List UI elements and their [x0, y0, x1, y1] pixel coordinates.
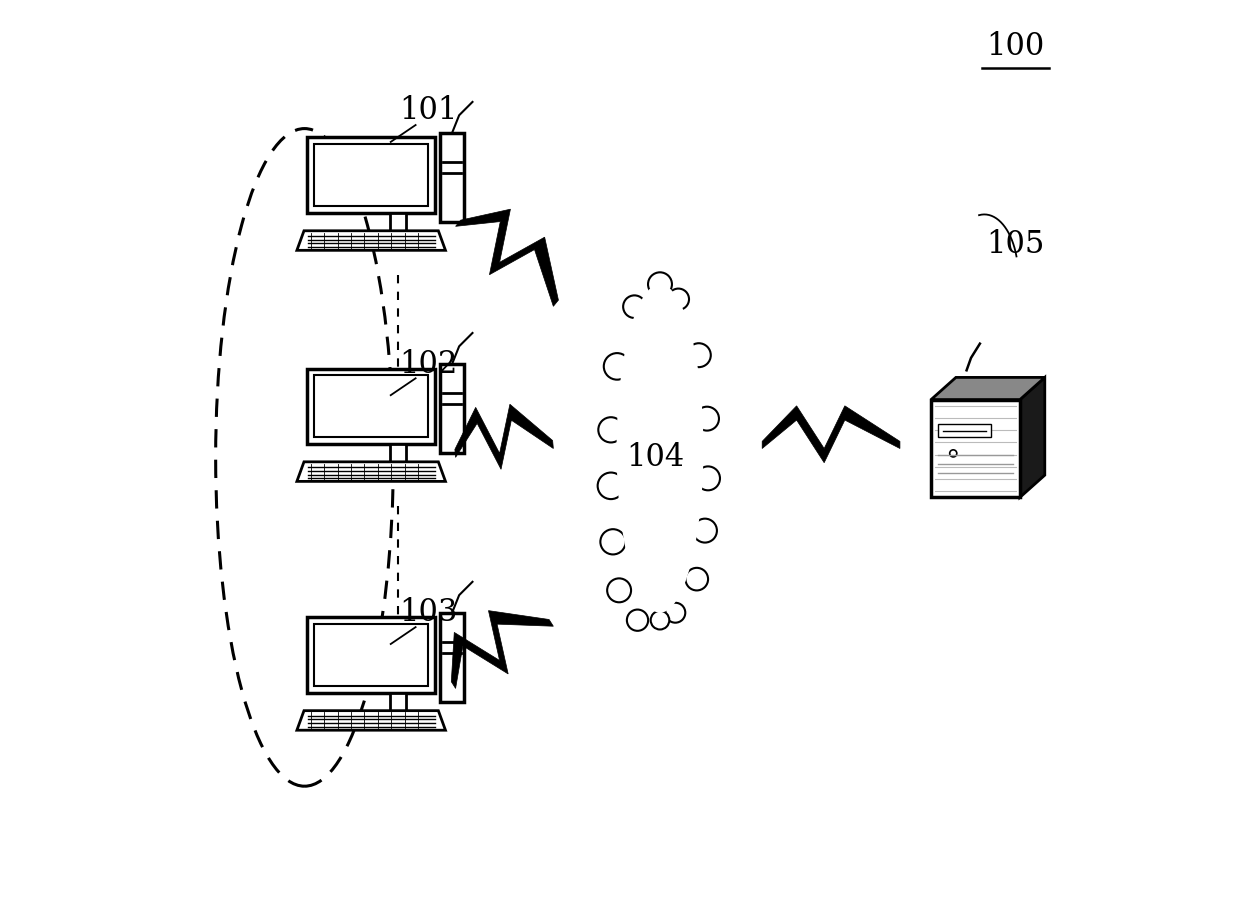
- Circle shape: [624, 295, 646, 318]
- Bar: [939, 424, 992, 437]
- Circle shape: [649, 273, 672, 296]
- Polygon shape: [296, 231, 445, 250]
- Text: 103: 103: [399, 597, 458, 629]
- Bar: [308, 617, 435, 692]
- Bar: [314, 144, 429, 206]
- Circle shape: [604, 353, 630, 379]
- Polygon shape: [455, 405, 553, 469]
- Circle shape: [627, 610, 649, 631]
- Polygon shape: [931, 400, 1021, 497]
- Circle shape: [686, 568, 708, 590]
- Circle shape: [598, 473, 624, 499]
- Polygon shape: [296, 462, 445, 482]
- Circle shape: [666, 603, 686, 623]
- Bar: [314, 375, 429, 438]
- Polygon shape: [763, 405, 900, 463]
- Bar: [440, 364, 465, 453]
- Polygon shape: [455, 209, 558, 306]
- Circle shape: [687, 344, 711, 367]
- Polygon shape: [931, 378, 1045, 400]
- Text: 105: 105: [986, 229, 1044, 259]
- Text: 101: 101: [399, 95, 458, 126]
- Circle shape: [600, 529, 626, 554]
- Ellipse shape: [616, 284, 703, 613]
- Circle shape: [599, 417, 624, 442]
- Circle shape: [950, 449, 957, 457]
- Bar: [389, 213, 405, 231]
- Bar: [314, 624, 429, 686]
- Circle shape: [693, 518, 717, 543]
- Circle shape: [696, 406, 719, 431]
- Bar: [389, 692, 405, 710]
- Circle shape: [651, 611, 670, 630]
- Circle shape: [668, 289, 689, 309]
- Text: 104: 104: [626, 442, 684, 473]
- Bar: [440, 133, 465, 222]
- Polygon shape: [1021, 378, 1045, 497]
- Bar: [440, 613, 465, 701]
- Ellipse shape: [609, 269, 711, 628]
- Text: 102: 102: [399, 349, 458, 379]
- Circle shape: [696, 466, 720, 491]
- Circle shape: [608, 579, 631, 602]
- Bar: [389, 444, 405, 462]
- Polygon shape: [451, 611, 553, 688]
- Text: 100: 100: [986, 30, 1044, 62]
- Polygon shape: [296, 710, 445, 730]
- Bar: [308, 137, 435, 213]
- Bar: [308, 369, 435, 444]
